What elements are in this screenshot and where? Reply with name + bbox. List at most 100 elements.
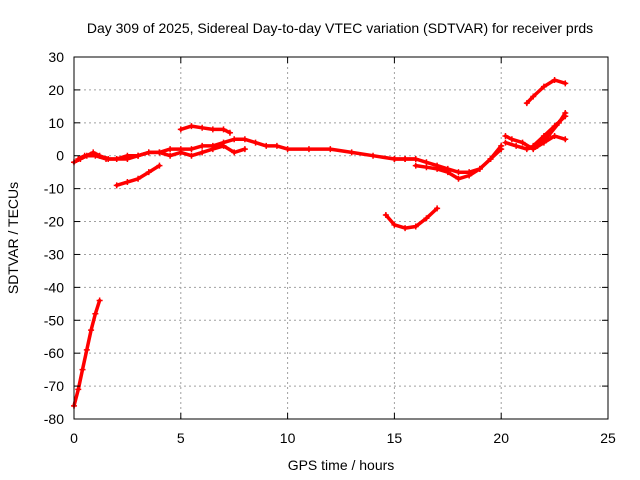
data-point (156, 162, 163, 169)
data-point (562, 80, 569, 87)
data-point (502, 132, 509, 139)
data-point (231, 149, 238, 156)
data-point (305, 146, 312, 153)
data-point (530, 142, 537, 149)
series-arc-12 (531, 114, 568, 148)
data-point (199, 142, 206, 149)
data-point (188, 152, 195, 159)
data-point (220, 126, 227, 133)
y-tick-label: 30 (48, 49, 64, 65)
y-tick-label: -20 (44, 214, 64, 230)
data-point (81, 152, 88, 159)
data-point (423, 164, 430, 171)
data-point (513, 142, 520, 149)
data-point (327, 146, 334, 153)
x-axis-title: GPS time / hours (288, 457, 395, 473)
y-tick-label: -60 (44, 345, 64, 361)
data-point (113, 182, 120, 189)
y-tick-label: 0 (56, 148, 64, 164)
x-tick-label: 25 (600, 430, 616, 446)
data-point (124, 152, 131, 159)
data-point (226, 129, 233, 136)
data-point (209, 126, 216, 133)
data-point (220, 142, 227, 149)
grid (74, 57, 608, 419)
data-point (83, 346, 90, 353)
data-point (530, 93, 537, 100)
data-point (135, 175, 142, 182)
data-point (135, 152, 142, 159)
data-point (92, 310, 99, 317)
data-point (199, 149, 206, 156)
data-point (348, 149, 355, 156)
data-point (273, 142, 280, 149)
y-tick-label: -30 (44, 246, 64, 262)
data-point (167, 152, 174, 159)
x-tick-label: 10 (280, 430, 296, 446)
series-arc-11 (525, 78, 568, 105)
data-point (444, 169, 451, 176)
data-point (209, 146, 216, 153)
chart-title: Day 309 of 2025, Sidereal Day-to-day VTE… (87, 20, 593, 36)
x-tick-label: 20 (493, 430, 509, 446)
data-point (391, 156, 398, 163)
y-tick-label: -80 (44, 411, 64, 427)
data-point (231, 136, 238, 143)
y-tick-label: -50 (44, 312, 64, 328)
data-point (391, 221, 398, 228)
data-point (241, 146, 248, 153)
data-point (434, 165, 441, 172)
data-series (71, 77, 569, 409)
plot-frame (73, 56, 609, 420)
data-point (412, 223, 419, 230)
data-point (252, 139, 259, 146)
data-point (145, 149, 152, 156)
data-point (523, 100, 530, 107)
data-point (284, 146, 291, 153)
data-point (103, 156, 110, 163)
data-point (523, 146, 530, 153)
y-tick-label: 10 (48, 115, 64, 131)
data-point (79, 366, 86, 373)
data-point (540, 83, 547, 90)
data-point (562, 136, 569, 143)
y-tick-label: 20 (48, 82, 64, 98)
data-point (423, 215, 430, 222)
y-tick-label: -10 (44, 181, 64, 197)
x-tick-label: 0 (70, 430, 78, 446)
data-point (177, 126, 184, 133)
data-point (412, 156, 419, 163)
data-point (402, 156, 409, 163)
x-tick-label: 5 (177, 430, 185, 446)
data-point (455, 175, 462, 182)
data-point (188, 146, 195, 153)
data-point (113, 156, 120, 163)
data-point (508, 136, 515, 143)
data-point (145, 169, 152, 176)
data-point (551, 77, 558, 84)
data-point (75, 156, 82, 163)
data-point (434, 205, 441, 212)
data-point (562, 113, 569, 120)
data-point (502, 139, 509, 146)
data-point (96, 297, 103, 304)
data-point (466, 172, 473, 179)
y-tick-label: -70 (44, 378, 64, 394)
axis-ticks: -80 -70 -60 -50 -40 -30 -20 -10 0 10 20 30 0 5 10 15 20 2… (44, 49, 616, 446)
data-point (498, 146, 505, 153)
data-point (156, 149, 163, 156)
data-point (88, 327, 95, 334)
data-point (519, 139, 526, 146)
data-point (412, 162, 419, 169)
data-point (263, 142, 270, 149)
data-point (540, 132, 547, 139)
series-arc-5 (114, 163, 162, 188)
data-point (455, 169, 462, 176)
data-point (402, 225, 409, 232)
data-point (188, 123, 195, 130)
data-point (370, 152, 377, 159)
data-point (551, 132, 558, 139)
data-point (124, 179, 131, 186)
data-point (241, 136, 248, 143)
